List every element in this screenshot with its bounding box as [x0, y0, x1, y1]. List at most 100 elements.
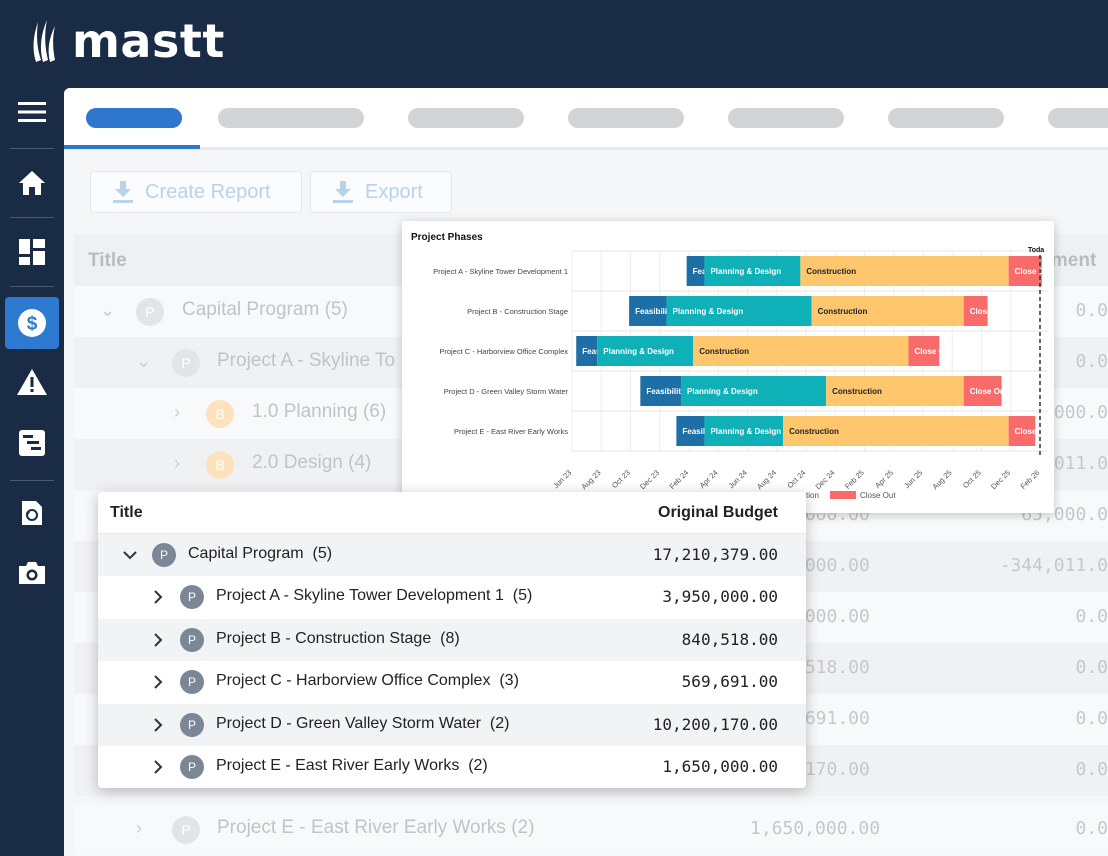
- gantt-bar-planning-design[interactable]: [704, 416, 784, 446]
- row-original-budget: 3,950,000.00: [662, 587, 778, 606]
- gantt-bar-label: Close Out: [1015, 267, 1053, 276]
- table-row[interactable]: P Project C - Harborview Office Complex …: [98, 661, 806, 703]
- tab-active[interactable]: [86, 108, 182, 128]
- row-original-budget: 1,650,000.00: [662, 757, 778, 776]
- gantt-bar-label: Planning & Design: [603, 347, 674, 356]
- row-original-budget: 569,691.00: [681, 672, 778, 691]
- row-label: Capital Program (5): [188, 545, 333, 562]
- tab[interactable]: [408, 108, 524, 128]
- gantt-bar-close-out[interactable]: [1008, 256, 1042, 286]
- schedule-icon: [19, 430, 45, 456]
- gantt-bar-feasibility[interactable]: [576, 336, 598, 366]
- chevron-down-icon[interactable]: ⌄: [100, 300, 116, 320]
- gantt-bar-planning-design[interactable]: [597, 336, 694, 366]
- chevron-right-icon[interactable]: ›: [174, 453, 180, 473]
- gantt-bar-label: Feasibility: [682, 427, 722, 436]
- sidebar-item-dashboard[interactable]: [10, 230, 54, 274]
- table-row[interactable]: › P Project E - East River Early Works (…: [74, 804, 1108, 855]
- table-row[interactable]: P Project B - Construction Stage (8) 840…: [98, 619, 806, 661]
- chevron-down-icon[interactable]: ⌄: [136, 351, 152, 371]
- gantt-bar-close-out[interactable]: [1008, 416, 1036, 446]
- gantt-bar-planning-design[interactable]: [704, 256, 801, 286]
- sidebar: $: [0, 88, 64, 856]
- chevron-right-icon[interactable]: ›: [174, 402, 180, 422]
- x-tick-label: Oct 25: [961, 468, 983, 490]
- history-icon: [22, 501, 42, 525]
- sidebar-item-photos[interactable]: [10, 551, 54, 595]
- row-original-budget: 840,518.00: [681, 630, 778, 649]
- svg-text:$: $: [27, 314, 38, 335]
- menu-icon: [18, 102, 46, 122]
- gantt-bar-feasibility[interactable]: [686, 256, 705, 286]
- tab[interactable]: [568, 108, 684, 128]
- chevron-right-icon[interactable]: ›: [136, 818, 142, 838]
- gantt-bar-feasibility[interactable]: [629, 296, 667, 326]
- gantt-bar-label: Close Out: [970, 307, 1008, 316]
- y-axis-label: Project C - Harborview Office Complex: [439, 347, 568, 356]
- table-row[interactable]: P Project D - Green Valley Storm Water (…: [98, 704, 806, 746]
- sidebar-item-finance[interactable]: $: [5, 297, 59, 349]
- gantt-bar-construction[interactable]: [811, 296, 964, 326]
- gantt-bar-label: Close Out: [1015, 427, 1053, 436]
- gantt-bar-label: Close Out: [970, 387, 1008, 396]
- mastt-logo-icon: [33, 20, 55, 62]
- gantt-bar-planning-design[interactable]: [681, 376, 827, 406]
- y-axis-label: Project D - Green Valley Storm Water: [444, 387, 569, 396]
- project-phases-chart: Project Phases Project A - Skyline Tower…: [402, 221, 1054, 513]
- x-tick-label: Aug 24: [755, 468, 778, 491]
- row-label: Project C - Harborview Office Complex (3…: [216, 672, 519, 689]
- tab[interactable]: [1048, 108, 1108, 128]
- tab[interactable]: [218, 108, 364, 128]
- row-adjustment: 0.0: [1075, 657, 1108, 678]
- table-row[interactable]: P Project A - Skyline Tower Development …: [98, 576, 806, 618]
- row-budget: ,691.00: [794, 708, 870, 729]
- gantt-bar-label: Planning & Design: [710, 427, 781, 436]
- table-row-capital-program[interactable]: P Capital Program (5) 17,210,379.00: [98, 534, 806, 576]
- sidebar-divider: [10, 286, 54, 287]
- camera-icon: [19, 562, 45, 584]
- chevron-right-icon[interactable]: [150, 630, 166, 650]
- create-report-label: Create Report: [145, 180, 271, 203]
- sidebar-item-home[interactable]: [10, 161, 54, 205]
- chevron-right-icon[interactable]: [150, 672, 166, 692]
- chevron-right-icon[interactable]: [150, 715, 166, 735]
- gantt-bar-construction[interactable]: [800, 256, 1009, 286]
- legend-close-out-label: Close Out: [860, 491, 896, 500]
- export-button[interactable]: Export: [310, 171, 452, 213]
- sidebar-divider: [10, 480, 54, 481]
- row-label: Project B - Construction Stage (8): [216, 630, 460, 647]
- chevron-right-icon[interactable]: [150, 587, 166, 607]
- chart-title: Project Phases: [411, 232, 483, 243]
- gantt-bar-close-out[interactable]: [908, 336, 940, 366]
- sidebar-item-schedule[interactable]: [10, 421, 54, 465]
- gantt-bar-construction[interactable]: [783, 416, 1009, 446]
- row-adjustment: 0.0: [1075, 818, 1108, 839]
- row-label: 1.0 Planning (6): [252, 401, 387, 422]
- gantt-bar-close-out[interactable]: [963, 376, 1002, 406]
- download-icon: [113, 181, 133, 203]
- chevron-down-icon[interactable]: [122, 545, 138, 565]
- gantt-bar-feasibility[interactable]: [676, 416, 705, 446]
- gantt-bar-construction[interactable]: [693, 336, 909, 366]
- tab[interactable]: [888, 108, 1004, 128]
- app-logo[interactable]: mastt: [30, 14, 225, 68]
- gantt-bar-label: Construction: [832, 387, 882, 396]
- sidebar-item-history[interactable]: [10, 491, 54, 535]
- x-tick-label: Feb 25: [843, 468, 866, 491]
- table-row[interactable]: P Project E - East River Early Works (2)…: [98, 746, 806, 788]
- menu-button[interactable]: [10, 90, 54, 134]
- gantt-bar-close-out[interactable]: [963, 296, 988, 326]
- gantt-bar-planning-design[interactable]: [666, 296, 812, 326]
- gantt-bar-feasibility[interactable]: [640, 376, 682, 406]
- row-original-budget: 17,210,379.00: [652, 545, 778, 564]
- gantt-bar-construction[interactable]: [826, 376, 964, 406]
- create-report-button[interactable]: Create Report: [90, 171, 302, 213]
- sidebar-item-risks[interactable]: [10, 360, 54, 404]
- tab-bar: [64, 88, 1108, 150]
- budget-badge: B: [206, 400, 234, 428]
- x-tick-label: Aug 25: [930, 468, 953, 491]
- tab[interactable]: [728, 108, 844, 128]
- chevron-right-icon[interactable]: [150, 757, 166, 777]
- x-tick-label: Dec 25: [989, 468, 1012, 491]
- x-tick-label: Dec 23: [638, 468, 661, 491]
